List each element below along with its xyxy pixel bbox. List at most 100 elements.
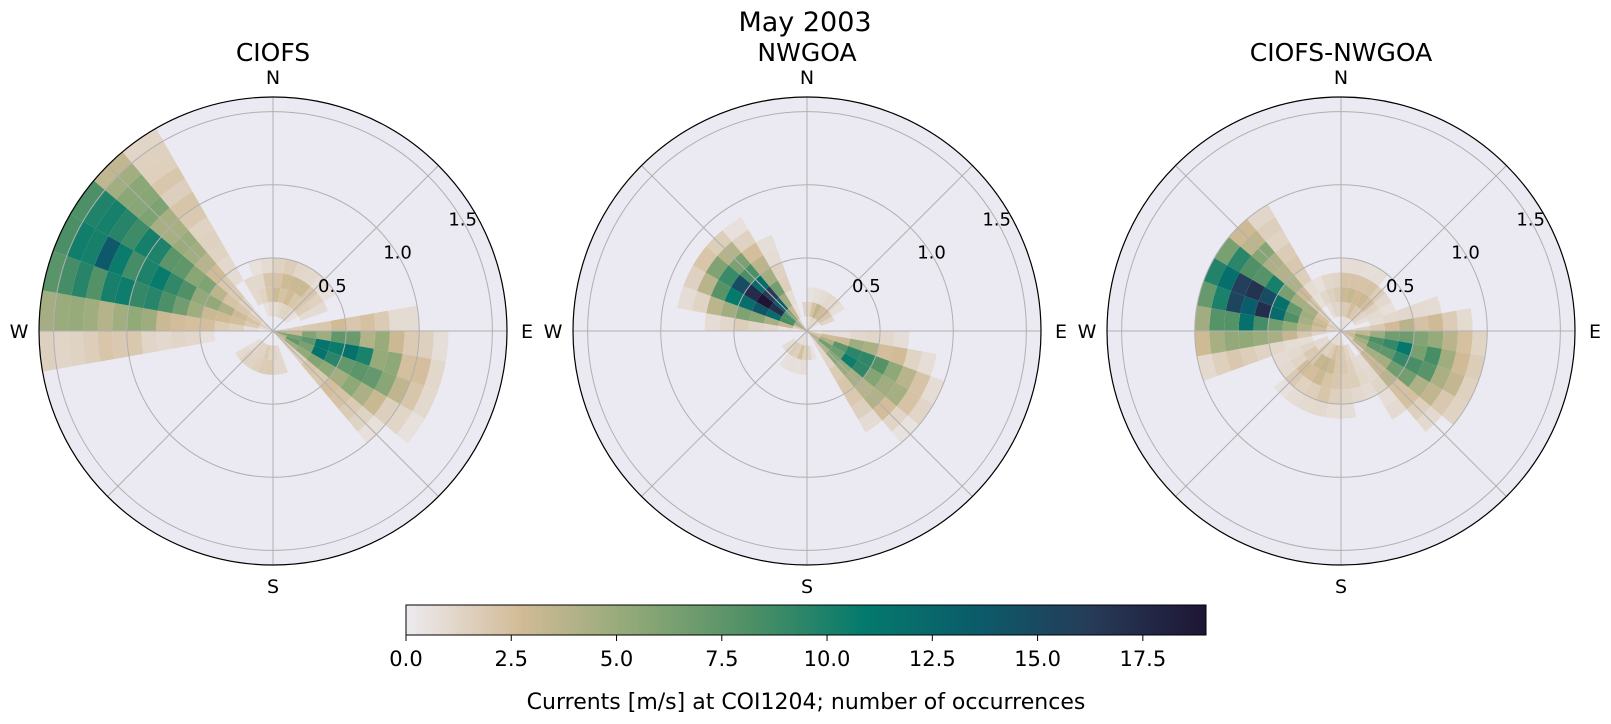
histogram-cell bbox=[807, 331, 817, 344]
angular-gridline bbox=[107, 330, 274, 497]
histogram-cell bbox=[302, 267, 320, 287]
histogram-cell bbox=[1369, 323, 1385, 331]
histogram-cell bbox=[1355, 325, 1371, 331]
angular-gridline bbox=[1175, 165, 1342, 332]
histogram-cell bbox=[1353, 336, 1369, 346]
histogram-cell bbox=[1330, 272, 1341, 288]
direction-label: N bbox=[266, 67, 280, 89]
histogram-cell bbox=[257, 287, 268, 304]
histogram-cell bbox=[133, 227, 161, 258]
histogram-cell bbox=[817, 289, 829, 306]
histogram-cell bbox=[122, 128, 164, 163]
histogram-cell bbox=[1379, 346, 1396, 361]
histogram-cell bbox=[1370, 267, 1388, 287]
histogram-cell bbox=[1369, 331, 1385, 339]
radial-tick-label: 1.5 bbox=[448, 209, 477, 230]
histogram-cell bbox=[431, 331, 449, 362]
histogram-cell bbox=[893, 331, 910, 349]
histogram-cell bbox=[235, 302, 251, 317]
histogram-cell bbox=[258, 343, 268, 359]
histogram-cell bbox=[704, 313, 721, 331]
histogram-cell bbox=[1413, 331, 1429, 347]
histogram-cell bbox=[97, 300, 115, 331]
histogram-cell bbox=[720, 300, 739, 319]
histogram-cell bbox=[779, 316, 795, 326]
histogram-cell bbox=[214, 320, 230, 331]
histogram-cell bbox=[293, 262, 310, 281]
histogram-cell bbox=[752, 301, 769, 316]
histogram-cell bbox=[895, 366, 917, 390]
histogram-cell bbox=[53, 214, 84, 256]
direction-label: W bbox=[10, 321, 29, 343]
histogram-cell bbox=[836, 375, 854, 395]
histogram-cell bbox=[351, 382, 375, 407]
histogram-cell bbox=[864, 331, 881, 344]
histogram-cell bbox=[1297, 394, 1316, 414]
histogram-cell bbox=[840, 352, 858, 369]
histogram-cell bbox=[273, 287, 281, 303]
histogram-cell bbox=[402, 305, 420, 331]
polar-frame bbox=[38, 96, 508, 566]
histogram-cell bbox=[385, 404, 413, 435]
histogram-cell bbox=[879, 331, 895, 347]
histogram-cell bbox=[791, 358, 802, 375]
histogram-cell bbox=[1437, 348, 1457, 372]
histogram-cell bbox=[265, 359, 273, 375]
histogram-cell bbox=[1341, 317, 1349, 331]
histogram-cell bbox=[1325, 358, 1336, 375]
histogram-cell bbox=[316, 320, 332, 331]
colorbar-tick-label: 17.5 bbox=[1119, 647, 1166, 671]
histogram-cell bbox=[1363, 345, 1379, 360]
histogram-cell bbox=[1341, 331, 1356, 336]
histogram-cell bbox=[814, 305, 826, 320]
histogram-cell bbox=[373, 331, 390, 352]
histogram-cell bbox=[197, 274, 217, 295]
histogram-cell bbox=[794, 321, 807, 331]
histogram-cell bbox=[1341, 359, 1349, 375]
histogram-cell bbox=[369, 348, 389, 372]
histogram-cell bbox=[156, 310, 173, 331]
histogram-cell bbox=[818, 338, 833, 350]
radial-tick-label: 1.5 bbox=[1516, 209, 1545, 230]
histogram-cell bbox=[273, 345, 279, 361]
histogram-cell bbox=[718, 265, 740, 288]
histogram-cell bbox=[1277, 360, 1297, 378]
histogram-cell bbox=[1464, 353, 1486, 382]
histogram-cell bbox=[204, 294, 223, 311]
colorbar-tick-label: 15.0 bbox=[1014, 647, 1061, 671]
histogram-cell bbox=[1320, 273, 1334, 290]
histogram-cell bbox=[851, 360, 871, 378]
histogram-cell bbox=[1227, 246, 1252, 273]
histogram-cell bbox=[199, 331, 216, 344]
histogram-cell bbox=[821, 331, 837, 337]
histogram-cell bbox=[373, 310, 390, 331]
histogram-cell bbox=[835, 331, 851, 339]
histogram-cell bbox=[763, 315, 780, 326]
histogram-cell bbox=[172, 295, 191, 316]
histogram-cell bbox=[1284, 255, 1305, 275]
histogram-cell bbox=[1341, 316, 1344, 331]
histogram-cell bbox=[273, 331, 288, 336]
histogram-cell bbox=[311, 346, 328, 361]
histogram-cell bbox=[163, 272, 185, 296]
histogram-cell bbox=[424, 358, 446, 392]
histogram-cell bbox=[260, 257, 273, 274]
histogram-cell bbox=[920, 376, 945, 405]
histogram-cell bbox=[697, 272, 719, 296]
histogram-cell bbox=[861, 341, 880, 357]
histogram-cell bbox=[287, 293, 302, 309]
histogram-cell bbox=[724, 287, 744, 306]
histogram-cell bbox=[1341, 257, 1354, 274]
histogram-cell bbox=[399, 381, 425, 412]
colorbar-gradient bbox=[405, 604, 1207, 636]
histogram-cell bbox=[870, 356, 890, 375]
histogram-cell bbox=[283, 258, 299, 277]
histogram-cell bbox=[1336, 331, 1341, 346]
histogram-cell bbox=[1325, 403, 1341, 419]
histogram-cell bbox=[1429, 366, 1451, 390]
rose-panel-nwgoa: 0.5 1.0 1.5 N E S W NWGOA bbox=[544, 38, 1067, 598]
histogram-cell bbox=[160, 179, 193, 208]
histogram-cell bbox=[1331, 344, 1339, 360]
histogram-cell bbox=[807, 316, 810, 331]
histogram-cell bbox=[252, 273, 266, 290]
